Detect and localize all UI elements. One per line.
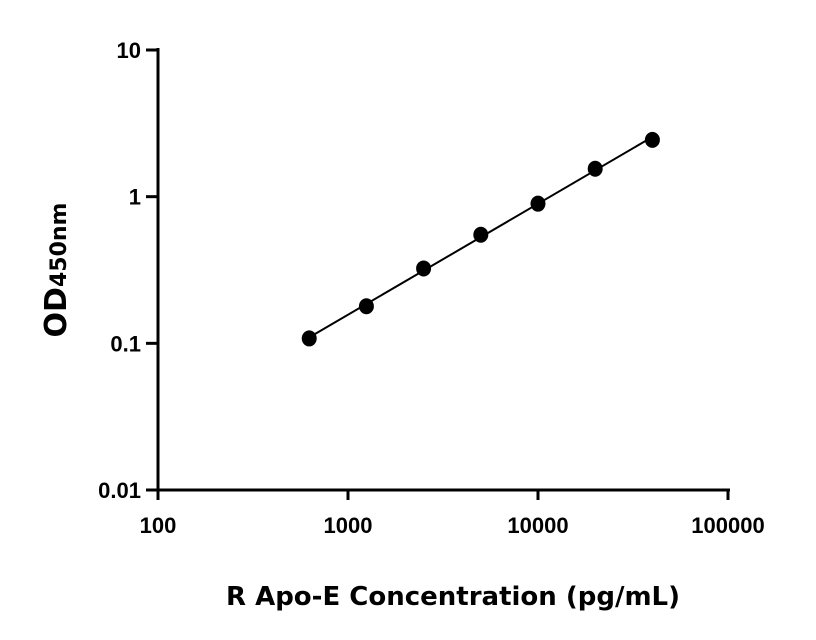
data-point [530, 195, 546, 212]
data-point [301, 330, 317, 347]
x-tick-label: 100 [140, 513, 177, 538]
data-point [358, 298, 374, 315]
data-point [644, 131, 660, 148]
y-tick-label: 0.01 [98, 478, 141, 503]
y-tick-label: 10 [117, 38, 141, 63]
y-axis-label-sub: 450nm [47, 203, 72, 288]
y-tick-label: 0.1 [110, 331, 141, 356]
data-point [416, 260, 432, 277]
data-point [473, 226, 489, 243]
x-tick-label: 1000 [324, 513, 373, 538]
y-axis-label: OD450nm [39, 203, 74, 338]
x-tick-label: 10000 [507, 513, 568, 538]
data-point [587, 160, 603, 177]
y-tick-label: 1 [129, 185, 141, 210]
x-tick-label: 100000 [691, 513, 764, 538]
y-axis-label-main: OD [39, 287, 74, 337]
x-axis-label: R Apo-E Concentration (pg/mL) [226, 582, 680, 612]
